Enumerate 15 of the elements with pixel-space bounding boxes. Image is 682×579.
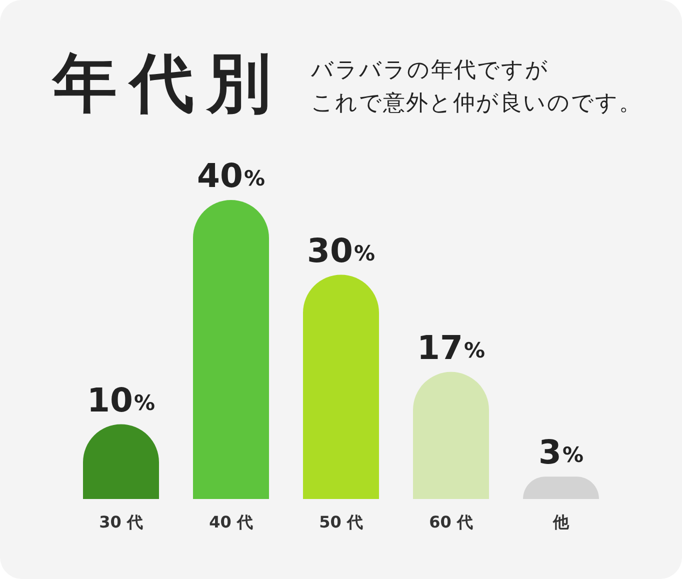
chart-title: 年代別	[53, 46, 284, 123]
x-tick-label: 40 代	[209, 512, 253, 532]
x-tick-label: 60 代	[429, 512, 473, 532]
bar	[193, 200, 269, 499]
chart-subtitle: バラバラの年代ですがこれで意外と仲が良いのです。	[311, 57, 643, 118]
data-label: 10%	[87, 380, 155, 420]
data-label: 17%	[417, 328, 485, 367]
x-tick-label: 他	[552, 512, 570, 532]
x-tick-label: 50 代	[319, 512, 363, 532]
data-label: 40%	[197, 156, 265, 195]
data-label: 3%	[538, 432, 584, 472]
bar	[303, 274, 379, 499]
x-tick-label: 30 代	[99, 512, 143, 532]
data-label: 30%	[307, 230, 375, 270]
bar	[413, 372, 489, 499]
